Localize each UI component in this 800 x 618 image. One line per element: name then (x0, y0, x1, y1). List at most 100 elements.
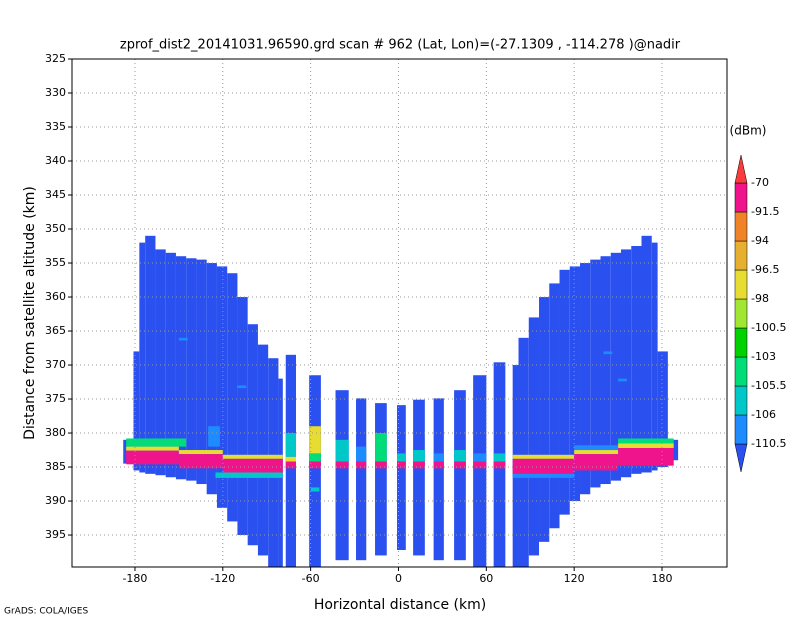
colorbar-swatch (734, 356, 748, 387)
cell (600, 256, 611, 485)
cell (590, 259, 601, 488)
colorbar-swatch (734, 327, 748, 358)
cell (145, 235, 156, 474)
cell (618, 438, 674, 444)
y-tick-label: 355 (45, 256, 66, 269)
colorbar-tick-label: -91.5 (751, 205, 779, 218)
cell (651, 242, 658, 471)
colorbar-tick-label: -100.5 (751, 321, 786, 334)
x-tick-label: -120 (210, 572, 235, 585)
cell (126, 438, 187, 447)
colorbar-tick-label: -105.5 (751, 379, 786, 392)
y-tick-label: 335 (45, 120, 66, 133)
cell (155, 249, 166, 476)
cell (215, 472, 283, 478)
cell (433, 398, 444, 561)
cell (247, 324, 258, 546)
colorbar-tick-label: -110.5 (751, 437, 786, 450)
cell (493, 453, 506, 462)
cell (285, 433, 296, 457)
y-tick-label: 345 (45, 188, 66, 201)
plot-frame (71, 58, 728, 568)
colorbar-swatch (734, 414, 748, 445)
colorbar-tick-label: -98 (751, 292, 769, 305)
cell (165, 252, 176, 478)
y-axis-label: Distance from satellite altitude (km) (22, 186, 38, 440)
colorbar-swatch (734, 298, 748, 329)
cell (335, 461, 349, 469)
colorbar-swatch (734, 154, 748, 184)
cell (610, 252, 622, 481)
cell (139, 242, 146, 473)
cell (237, 385, 247, 389)
cell (473, 453, 487, 462)
cell (237, 297, 248, 536)
cell (178, 450, 223, 455)
x-tick-label: 180 (651, 572, 672, 585)
cell (512, 458, 575, 474)
cell (574, 450, 619, 455)
cell (285, 456, 296, 462)
cell (208, 426, 220, 447)
cell (397, 405, 406, 550)
colorbar-tick-label: -96.5 (751, 263, 779, 276)
y-tick-label: 390 (45, 494, 66, 507)
cell (310, 487, 320, 492)
cell (175, 256, 187, 480)
cell (618, 447, 674, 466)
cell (528, 317, 540, 556)
cell (454, 390, 466, 561)
cell (335, 390, 349, 561)
cell (433, 453, 444, 462)
cell (216, 266, 228, 508)
cell (413, 399, 425, 556)
y-tick-label: 360 (45, 290, 66, 303)
footer: GrADS: COLA/IGES (4, 607, 88, 617)
cell (433, 461, 444, 469)
cell (178, 454, 223, 469)
cell (126, 450, 179, 465)
x-tick-label: 0 (395, 572, 402, 585)
x-tick-label: 60 (479, 572, 493, 585)
cell (473, 461, 487, 469)
colorbar-swatch (734, 211, 748, 242)
cell (574, 445, 619, 451)
y-tick-label: 385 (45, 460, 66, 473)
cell (309, 426, 321, 454)
cell (631, 246, 642, 474)
y-tick-label: 395 (45, 528, 66, 541)
chart-title: zprof_dist2_20141031.96590.grd scan # 96… (120, 38, 681, 53)
cell (473, 375, 487, 567)
cell (539, 297, 550, 542)
cell (618, 378, 627, 382)
x-tick-label: -60 (302, 572, 320, 585)
cell (206, 263, 217, 495)
colorbar-swatch (734, 385, 748, 416)
colorbar-tick-label: -103 (751, 350, 776, 363)
cell (257, 344, 269, 556)
cell (518, 337, 529, 567)
cell (356, 398, 367, 561)
cell (603, 351, 613, 355)
cell (227, 273, 238, 522)
y-tick-label: 325 (45, 52, 66, 65)
cell (375, 433, 387, 462)
cell (413, 450, 425, 462)
cell (641, 235, 652, 473)
cell (335, 439, 349, 462)
x-tick-label: 120 (564, 572, 585, 585)
cell (178, 337, 188, 341)
cell (493, 461, 506, 469)
cell (196, 259, 207, 485)
cell (309, 461, 321, 469)
cell (549, 283, 560, 529)
cell (569, 266, 581, 502)
cell (559, 269, 570, 515)
cell (454, 461, 466, 469)
cell (126, 446, 179, 451)
cell (397, 453, 406, 462)
cell (574, 454, 619, 471)
colorbar-tick-label: -94 (751, 234, 769, 247)
